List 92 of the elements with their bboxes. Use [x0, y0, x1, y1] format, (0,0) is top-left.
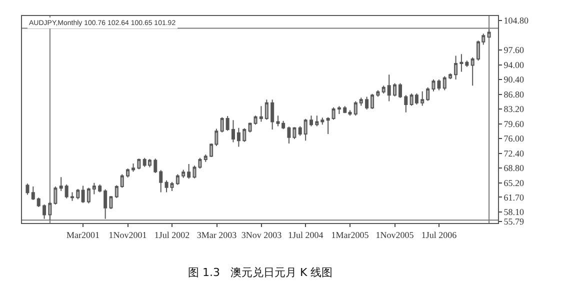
candlestick	[31, 186, 35, 201]
candlestick	[226, 116, 230, 132]
candlestick	[354, 100, 358, 116]
x-tick-label: 1Nov2001	[108, 230, 147, 240]
candlestick	[86, 187, 90, 204]
y-tick-label: 72.40	[504, 148, 525, 158]
candlestick	[304, 118, 308, 142]
candlestick	[470, 56, 474, 86]
candlestick	[154, 158, 158, 174]
y-tick-label: 97.60	[504, 45, 525, 56]
x-tick-label: 1Jul 2004	[288, 230, 324, 240]
candlestick	[254, 115, 258, 126]
candlestick	[137, 158, 141, 170]
candlestick	[454, 55, 458, 80]
candlestick	[187, 163, 191, 180]
candlestick	[170, 182, 174, 192]
candlestick	[287, 126, 291, 144]
candlestick	[382, 85, 386, 94]
candlestick	[59, 176, 63, 192]
y-tick-label: 76.00	[504, 134, 525, 144]
x-tick-label: 1Nov2005	[376, 230, 414, 240]
candlestick	[220, 116, 224, 133]
candlestick	[164, 180, 168, 193]
candlestick	[92, 182, 96, 195]
x-tick-label: 1Mar2005	[331, 230, 370, 240]
candlestick	[448, 72, 452, 80]
candlestick	[426, 86, 430, 102]
candlestick	[320, 117, 324, 126]
y-tick-label: 104.80	[504, 16, 530, 26]
candlestick	[460, 54, 464, 72]
candlestick	[42, 204, 46, 220]
candlestick	[242, 128, 246, 142]
y-tick-label: 58.10	[504, 207, 525, 218]
y-tick-label: 79.60	[504, 118, 525, 129]
candlestick	[81, 185, 85, 204]
y-tick-label: 86.80	[504, 89, 525, 100]
y-tick-label: 83.20	[504, 104, 525, 114]
candlestick	[337, 106, 341, 114]
candlestick	[264, 99, 268, 120]
candlestick	[292, 126, 296, 140]
candlestick	[487, 28, 491, 38]
candlestick	[298, 126, 302, 136]
candlestick	[109, 195, 113, 210]
candlestick	[259, 106, 263, 122]
y-tick-label: 65.20	[504, 178, 525, 188]
candlestick	[326, 116, 330, 135]
candlestick	[126, 168, 130, 178]
candlestick	[310, 115, 314, 127]
candlestick	[315, 115, 319, 127]
candlestick	[359, 97, 363, 106]
candlestick	[404, 94, 408, 113]
candlestick	[442, 76, 446, 91]
y-tick-label: 68.80	[504, 163, 525, 174]
candlestick	[398, 82, 402, 98]
candlestick	[26, 183, 30, 196]
candlestick	[176, 174, 180, 186]
candlestick	[248, 122, 252, 133]
candlestick	[270, 99, 274, 130]
candlestick	[36, 197, 40, 208]
candlestick	[64, 184, 68, 199]
candlestick	[182, 169, 186, 178]
x-tick-label: Mar2001	[66, 230, 100, 240]
candlestick	[120, 174, 124, 188]
x-tick-label: 3Nov 2003	[241, 230, 282, 240]
x-tick-label: 1Jul 2002	[154, 230, 190, 240]
candlestick	[54, 186, 58, 206]
x-tick-label: 3Mar 2003	[196, 230, 238, 240]
candlestick	[204, 154, 208, 162]
y-tick-label: 90.40	[504, 74, 525, 85]
candlestick	[132, 163, 136, 172]
candlestick	[370, 93, 374, 110]
candlestick	[387, 74, 391, 102]
y-tick-label: 55.79	[504, 216, 525, 227]
candlestick	[420, 90, 424, 106]
caption: 图 1.3 澳元兑日元月 K 线图	[188, 266, 333, 279]
candlestick	[48, 202, 52, 221]
candlestick	[114, 184, 118, 198]
candlestick	[70, 192, 74, 202]
x-tick-label: 1Jul 2006	[421, 230, 458, 240]
candlestick	[393, 82, 397, 97]
candlestick	[104, 188, 108, 220]
candlestick	[332, 106, 336, 120]
candlestick	[231, 120, 235, 143]
candlestick	[98, 184, 102, 193]
y-tick-label: 94.00	[504, 60, 525, 70]
candlestick	[236, 127, 240, 148]
candlestick	[376, 90, 380, 98]
y-tick-label: 61.70	[504, 192, 525, 202]
candlestick	[159, 170, 163, 193]
candlestick	[76, 188, 80, 200]
candlestick	[465, 60, 469, 68]
candlestick	[365, 96, 369, 110]
